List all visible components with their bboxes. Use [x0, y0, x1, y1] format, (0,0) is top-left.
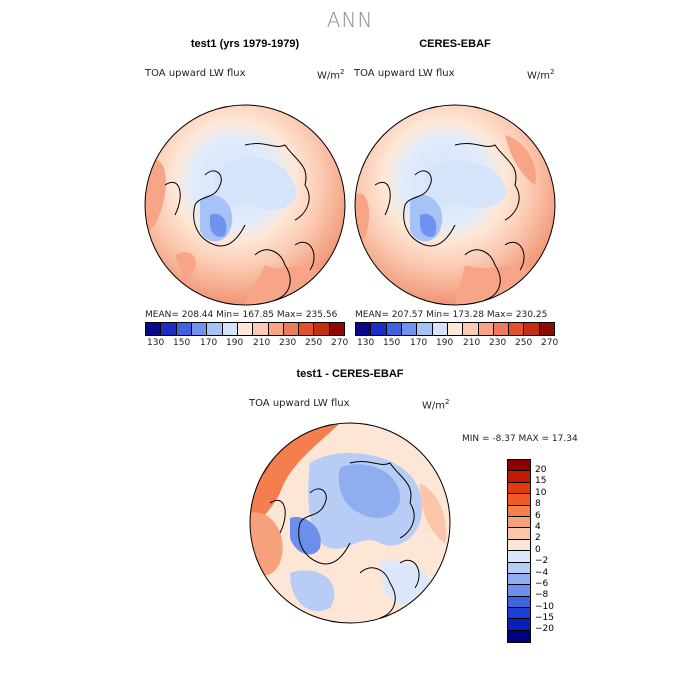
panel-2-colorbar-bar — [355, 322, 555, 336]
cb1-tick: 230 — [279, 338, 297, 348]
cb2-tick: 150 — [383, 338, 401, 348]
cb3-label: 15 — [535, 476, 547, 487]
panel-3-stats: MIN = -8.37 MAX = 17.34 — [462, 434, 578, 444]
panel-2-units: W/m2 — [527, 68, 555, 82]
panel-1-variable: TOA upward LW flux — [145, 68, 246, 79]
cb2-tick: 130 — [357, 338, 375, 348]
cb1-tick: 150 — [173, 338, 191, 348]
panel-3-map — [249, 422, 451, 624]
cb2-tick: 210 — [463, 338, 481, 348]
cb3-label: −15 — [535, 613, 554, 624]
panel-1-units: W/m2 — [317, 68, 345, 82]
cb3-label: 2 — [535, 533, 541, 544]
panel-1-map — [144, 104, 346, 306]
cb3-label: 10 — [535, 487, 547, 498]
cb3-label: 4 — [535, 521, 541, 532]
cb3-label: 20 — [535, 465, 547, 475]
cb2-tick: 250 — [515, 338, 533, 348]
cb2-tick: 230 — [489, 338, 507, 348]
panel-1-stats: MEAN= 208.44 Min= 167.85 Max= 235.56 — [145, 310, 338, 320]
panel-3-colorbar — [507, 459, 531, 644]
panel-2-title: CERES-EBAF — [419, 38, 491, 50]
cb3-label: 0 — [535, 544, 541, 555]
panel-1-title: test1 (yrs 1979-1979) — [190, 38, 300, 50]
cb1-tick: 210 — [253, 338, 271, 348]
cb3-label: 8 — [535, 499, 541, 510]
cb2-tick: 270 — [541, 338, 559, 348]
cb3-label: 6 — [535, 510, 541, 521]
cb3-label: −2 — [535, 556, 549, 567]
cb3-label: −6 — [535, 578, 549, 589]
panel-3-variable: TOA upward LW flux — [249, 398, 350, 409]
panel-3-title: test1 - CERES-EBAF — [296, 368, 404, 380]
cb2-tick: 170 — [410, 338, 428, 348]
panel-2-map — [354, 104, 556, 306]
cb1-tick: 190 — [226, 338, 244, 348]
panel-2-stats: MEAN= 207.57 Min= 173.28 Max= 230.25 — [355, 310, 548, 320]
cb1-tick: 250 — [305, 338, 323, 348]
cb1-tick: 130 — [147, 338, 165, 348]
cb3-label: −8 — [535, 590, 549, 601]
panel-3-units: W/m2 — [422, 398, 450, 412]
panel-1-colorbar-bar — [145, 322, 345, 336]
panel-3-colorbar-labels: 20 15 10 8 6 4 2 0 −2 −4 −6 −8 −10 −15 −… — [535, 465, 554, 636]
cb1-tick: 170 — [200, 338, 218, 348]
panel-1-colorbar: 130 150 170 190 210 230 250 270 — [145, 322, 349, 350]
figure-title: ANN — [326, 8, 374, 32]
cb3-label: −20 — [535, 624, 554, 635]
cb3-label: −10 — [535, 601, 554, 612]
cb1-tick: 270 — [331, 338, 349, 348]
cb2-tick: 190 — [436, 338, 454, 348]
panel-2-colorbar: 130 150 170 190 210 230 250 270 — [355, 322, 559, 350]
panel-2-variable: TOA upward LW flux — [354, 68, 455, 79]
cb3-label: −4 — [535, 567, 549, 578]
